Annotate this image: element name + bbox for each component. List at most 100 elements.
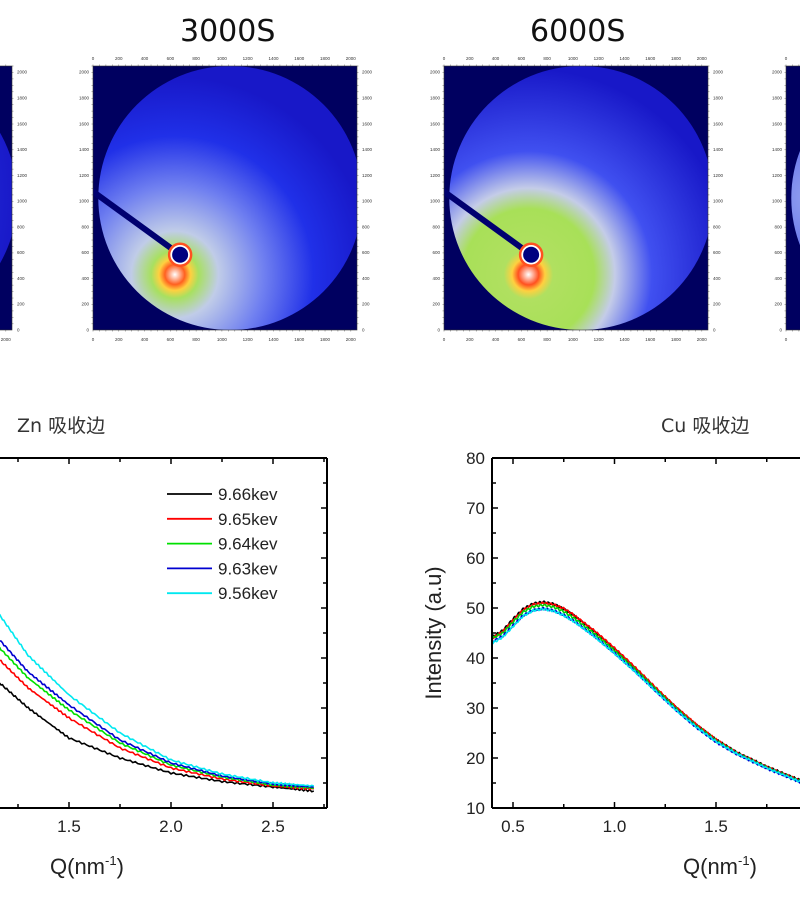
axis-tick-label: 800 [192, 337, 200, 342]
y-tick-label: 20 [466, 749, 485, 768]
axis-tick-label: 800 [81, 224, 89, 229]
axis-tick-label: 800 [713, 224, 721, 229]
axis-tick-label: 1000 [17, 199, 28, 204]
axis-tick-label: 400 [362, 276, 370, 281]
axis-tick-label: 1600 [430, 121, 441, 126]
axis-tick-label: 0 [443, 56, 446, 61]
y-tick-label: 80 [466, 449, 485, 468]
y-tick-label: 70 [466, 499, 485, 518]
axis-tick-label: 1200 [594, 337, 605, 342]
series-line-9.56kev [0, 613, 315, 788]
scattering-disk [449, 66, 708, 330]
series-line-9.65kev [492, 601, 800, 782]
axis-tick-label: 0 [437, 328, 440, 333]
axis-tick-label: 1200 [362, 173, 373, 178]
y-tick-label: 30 [466, 699, 485, 718]
axis-tick-label: 1800 [713, 95, 724, 100]
axis-tick-label: 1400 [268, 337, 279, 342]
axis-tick-label: 600 [518, 337, 526, 342]
axis-tick-label: 800 [774, 224, 782, 229]
axis-tick-label: 0 [86, 328, 89, 333]
y-tick-label: 50 [466, 599, 485, 618]
legend-label: 9.64kev [218, 535, 278, 554]
x-tick-label: 0.5 [501, 817, 525, 836]
axis-tick-label: 400 [713, 276, 721, 281]
axis-tick-label: 1600 [645, 56, 656, 61]
x-tick-label: 1.0 [603, 817, 627, 836]
axis-tick-label: 200 [774, 302, 782, 307]
x-axis-label: Q(nm-1) [50, 853, 124, 879]
series-group [0, 613, 315, 793]
detector-frame [92, 65, 358, 331]
axis-tick-label: 1200 [17, 173, 28, 178]
detector-right-partial: 0002002002004004004006006006008008008001… [772, 56, 800, 342]
axis-tick-label: 0 [785, 56, 788, 61]
axis-tick-label: 200 [362, 302, 370, 307]
legend-label: 9.66kev [218, 485, 278, 504]
axis-tick-label: 1800 [362, 95, 373, 100]
axis-tick-label: 1400 [619, 337, 630, 342]
axis-tick-label: 1000 [568, 56, 579, 61]
axis-tick-label: 1000 [362, 199, 373, 204]
axis-tick-label: 1200 [713, 173, 724, 178]
axis-tick-label: 0 [779, 328, 782, 333]
axis-tick-label: 1400 [17, 147, 28, 152]
legend-label: 9.65kev [218, 510, 278, 529]
series-line-9.63kev [492, 606, 800, 784]
axis-tick-label: 1600 [645, 337, 656, 342]
axis-tick-label: 1200 [79, 173, 90, 178]
axis-tick-label: 1000 [772, 199, 783, 204]
axis-tick-label: 1800 [772, 95, 783, 100]
axis-tick-label: 2000 [1, 337, 12, 342]
axis-tick-label: 2000 [697, 56, 708, 61]
axis-tick-label: 0 [713, 328, 716, 333]
axis-tick-label: 1000 [217, 56, 228, 61]
axis-tick-label: 0 [362, 328, 365, 333]
scattering-disk [0, 132, 12, 264]
x-axis-label: Q(nm-1) [683, 853, 757, 879]
axis-tick-label: 800 [192, 56, 200, 61]
axis-tick-label: 200 [466, 337, 474, 342]
saxs-charts: 1.5 2.0 2.5Q(nm-1)9.66kev9.65kev9.64kev9.6… [0, 449, 800, 879]
chart-title-cu: Cu 吸收边 [661, 415, 750, 437]
axis-tick-label: 400 [17, 276, 25, 281]
axis-tick-label: 0 [92, 337, 95, 342]
series-line-9.64kev [492, 603, 800, 783]
axis-tick-label: 400 [81, 276, 89, 281]
axis-tick-label: 1200 [594, 56, 605, 61]
y-tick-label: 10 [466, 799, 485, 818]
axis-tick-label: 600 [362, 250, 370, 255]
axis-tick-label: 1400 [268, 56, 279, 61]
axis-tick-label: 1200 [772, 173, 783, 178]
axis-tick-label: 800 [543, 56, 551, 61]
axis-tick-label: 1600 [17, 121, 28, 126]
y-axis-label: Intensity (a.u) [421, 566, 446, 699]
series-line-9.63kev [0, 640, 314, 788]
axis-tick-label: 1000 [79, 199, 90, 204]
axis-tick-label: 1600 [294, 337, 305, 342]
legend: 9.66kev 9.65kev 9.64kev 9.63kev 9.56kev [167, 485, 278, 603]
axis-tick-label: 1400 [713, 147, 724, 152]
beamstop [172, 246, 189, 263]
beamstop [523, 246, 540, 263]
axis-tick-label: 800 [17, 224, 25, 229]
x-tick-label: 2.0 [159, 817, 183, 836]
series-line-9.64kev [0, 646, 314, 790]
axis-tick-label: 1800 [79, 95, 90, 100]
axis-tick-label: 1800 [430, 95, 441, 100]
axis-tick-label: 1200 [243, 56, 254, 61]
axis-tick-label: 400 [432, 276, 440, 281]
chart-title-zn: Zn 吸收边 [17, 415, 106, 437]
axis-tick-label: 2000 [713, 70, 724, 75]
detector-left-partial: 0020020040040060060080080010001000120012… [0, 64, 28, 342]
legend-label: 9.56kev [218, 584, 278, 603]
detector-frame [443, 65, 709, 331]
axis-tick-label: 800 [362, 224, 370, 229]
axis-tick-label: 1600 [79, 121, 90, 126]
series-group [492, 600, 800, 784]
axis-tick-label: 1600 [713, 121, 724, 126]
axis-tick-label: 1400 [362, 147, 373, 152]
axis-tick-label: 2000 [362, 70, 373, 75]
